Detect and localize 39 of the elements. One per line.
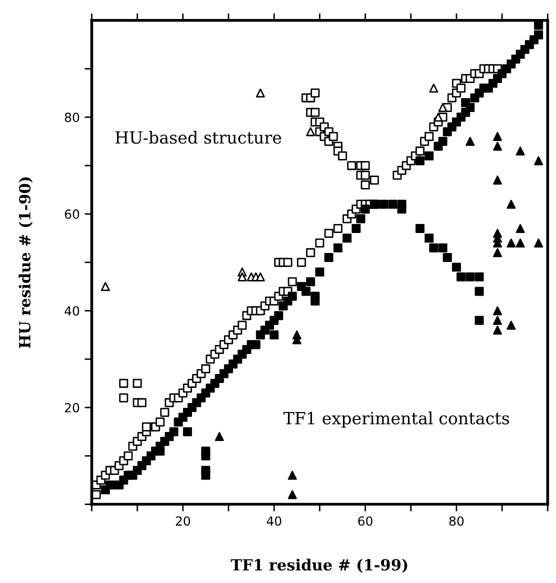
x-tick-label: 20 bbox=[176, 516, 190, 526]
point bbox=[434, 112, 443, 122]
point bbox=[288, 470, 297, 480]
point bbox=[516, 146, 525, 156]
x-tick-label: 80 bbox=[449, 516, 464, 526]
point bbox=[493, 142, 502, 151]
y-tick-label: 80 bbox=[64, 112, 80, 122]
point bbox=[256, 272, 265, 282]
point bbox=[429, 84, 438, 93]
point bbox=[493, 132, 502, 142]
point bbox=[466, 136, 475, 146]
point bbox=[288, 490, 297, 500]
point bbox=[214, 432, 224, 442]
x-axis-title: TF1 residue # (1-99) bbox=[230, 558, 408, 573]
point bbox=[438, 103, 448, 112]
point bbox=[506, 200, 516, 209]
x-tick-label: 60 bbox=[358, 516, 372, 526]
y-tick-label: 20 bbox=[64, 402, 80, 412]
y-tick-label: 60 bbox=[64, 209, 80, 219]
point bbox=[238, 272, 247, 282]
point bbox=[100, 282, 110, 292]
point bbox=[516, 224, 525, 233]
point bbox=[306, 127, 316, 136]
point bbox=[516, 238, 525, 248]
point bbox=[256, 88, 265, 98]
annotation: TF1 experimental contacts bbox=[283, 412, 510, 428]
point bbox=[493, 306, 502, 316]
point bbox=[493, 326, 502, 335]
point bbox=[534, 238, 544, 248]
y-tick-label: 40 bbox=[64, 306, 80, 316]
x-tick-label: 40 bbox=[266, 516, 282, 526]
point bbox=[506, 320, 516, 330]
point bbox=[506, 238, 516, 248]
point bbox=[534, 156, 544, 166]
point bbox=[493, 316, 502, 325]
y-axis-title: HU residue # (1-90) bbox=[18, 177, 33, 348]
point bbox=[493, 176, 502, 185]
point bbox=[493, 248, 502, 258]
annotation: HU-based structure bbox=[115, 130, 282, 144]
